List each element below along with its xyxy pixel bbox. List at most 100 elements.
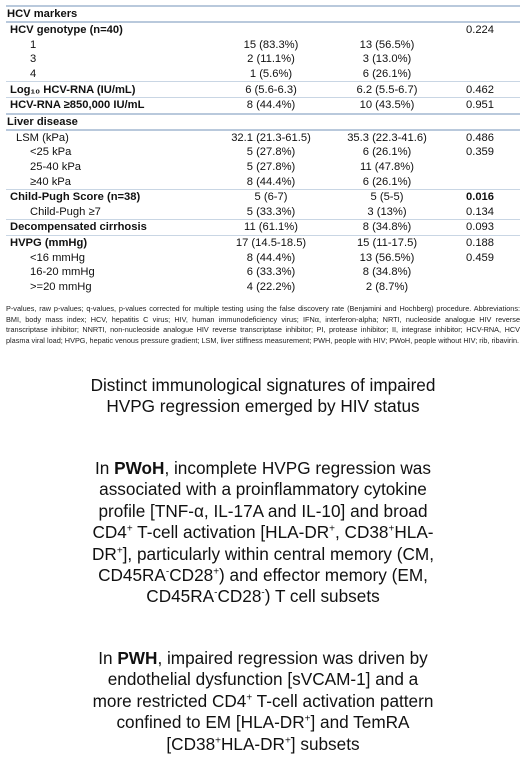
text: - [261, 587, 265, 599]
text: ] and TemRA [CD38 [166, 712, 410, 754]
text: , impaired regression was driven by endo… [92, 648, 428, 711]
cell: 3 (13%) [367, 205, 407, 218]
row-label: HCV-RNA ≥850,000 IU/mL [6, 96, 216, 114]
row-label: Liver disease [6, 112, 520, 131]
table-row: Decompensated cirrhosis 11 (61.1%) 8 (34.8… [6, 219, 520, 236]
text: ) T cell subsets [264, 586, 380, 607]
p-value: 0.359 [466, 146, 494, 159]
p-value: 0.093 [448, 219, 520, 236]
row-label: Child-Pugh Score (n=38) [6, 188, 216, 205]
text: Distinct immunological signatures of imp… [90, 375, 436, 417]
paragraph: Distinct immunological signatures of imp… [0, 375, 526, 418]
cell: 8 (44.4%) [246, 175, 296, 188]
text: T-cell activation [HLA-DR [132, 522, 330, 543]
row-label: Log₁₀ HCV-RNA (IU/mL) [6, 81, 216, 98]
table-row: HCV genotype (n=40) 0.224 [6, 22, 520, 38]
cell: 6 (33.3%) [246, 266, 296, 279]
p-value: 0.016 [448, 188, 520, 205]
row-label: LSM (kPa) [16, 131, 69, 144]
row-label: >=20 mmHg [30, 280, 92, 293]
row-label: Decompensated cirrhosis [6, 219, 216, 236]
row-label: 3 [30, 53, 37, 66]
p-value: 0.462 [448, 81, 520, 98]
paragraph: In PWH, impaired regression was driven b… [0, 648, 526, 755]
text: ], particularly within central memory (C… [98, 543, 435, 586]
cell: 4 (22.2%) [246, 280, 296, 293]
footnote: P-values, raw p-values; q-values, p-valu… [6, 304, 520, 345]
table-row: HCV markers [6, 5, 520, 23]
cell: 13 (56.5%) [359, 251, 415, 264]
table-row: Liver disease [6, 112, 520, 131]
paragraph: In PWoH, incomplete HVPG regression was … [0, 458, 526, 608]
cell: 8 (44.4%) [246, 251, 296, 264]
p-value: 0.459 [466, 251, 494, 264]
table-row: LSM (kPa) 32.1 (21.3-61.5) 35.3 (22.3-41.6… [6, 130, 520, 146]
cell: 6 (5.6-6.3) [216, 81, 326, 98]
data-table: HCV markers HCV genotype (n=40) 0.224 1 15 (… [6, 5, 520, 294]
cell: 5 (33.3%) [246, 205, 296, 218]
table-row: Log₁₀ HCV-RNA (IU/mL) 6 (5.6-6.3) 6.2 (5.5… [6, 81, 520, 98]
table-row: 1 15 (83.3%) 13 (56.5%) [6, 38, 520, 53]
cell: 17 (14.5-18.5) [216, 234, 326, 251]
p-value [448, 265, 520, 280]
text: ] subsets [290, 733, 360, 754]
text: - [165, 566, 170, 578]
p-value: 0.224 [466, 24, 494, 37]
row-label: HCV markers [6, 5, 520, 23]
table-row: <25 kPa 5 (27.8%) 6 (26.1%) 0.359 [6, 145, 520, 160]
cell: 8 (44.4%) [216, 96, 326, 114]
p-value: 0.951 [448, 96, 520, 114]
p-value [448, 280, 520, 295]
text: , CD38 [335, 522, 389, 543]
cell: 35.3 (22.3-41.6) [347, 131, 427, 144]
cell: 5 (27.8%) [246, 146, 296, 159]
cell: 15 (83.3%) [243, 38, 299, 51]
text: + [213, 566, 220, 578]
cell: 6 (26.1%) [362, 175, 412, 188]
cell: 1 (5.6%) [249, 68, 293, 81]
p-value [448, 52, 520, 67]
cell [326, 22, 448, 38]
p-value: 0.188 [448, 234, 520, 251]
cell: 5 (6-7) [216, 188, 326, 205]
row-label: HCV genotype (n=40) [10, 24, 123, 37]
text: CD28 [217, 586, 262, 607]
row-label: <16 mmHg [30, 251, 86, 264]
cell: 3 (13.0%) [362, 53, 412, 66]
text: - [214, 587, 218, 599]
text: In [95, 458, 115, 478]
cell: 13 (56.5%) [359, 38, 415, 51]
text: + [329, 523, 335, 535]
cell: 15 (11-17.5) [326, 234, 448, 251]
cell: 6 (26.1%) [362, 68, 412, 81]
cell [216, 22, 326, 38]
cell: 11 (61.1%) [216, 219, 326, 236]
row-label: 16-20 mmHg [30, 266, 95, 279]
text: PWoH [114, 458, 165, 478]
table-row: 4 1 (5.6%) 6 (26.1%) [6, 67, 520, 82]
cell: 6 (26.1%) [362, 146, 412, 159]
row-label: HVPG (mmHg) [6, 234, 216, 251]
text: + [215, 734, 221, 746]
table-row: Child-Pugh ≥7 5 (33.3%) 3 (13%) 0.134 [6, 205, 520, 220]
cell: 8 (34.8%) [362, 266, 412, 279]
cell: 2 (8.7%) [365, 280, 409, 293]
text: In [98, 648, 118, 668]
text: + [126, 523, 133, 535]
text: ) and effector memory (EM, CD45RA [146, 565, 428, 607]
row-label: <25 kPa [30, 146, 72, 159]
text: + [246, 692, 253, 704]
text: T-cell activation pattern confined to EM… [116, 690, 434, 733]
table-row: 16-20 mmHg 6 (33.3%) 8 (34.8%) [6, 265, 520, 280]
text: HLA-DR [91, 522, 434, 564]
text: + [388, 523, 395, 535]
table-row: Child-Pugh Score (n=38) 5 (6-7) 5 (5-5) 0.0… [6, 188, 520, 205]
text: + [116, 544, 123, 556]
text: + [284, 734, 291, 746]
text: HLA-DR [220, 733, 285, 754]
text: + [304, 713, 311, 725]
cell: 5 (27.8%) [246, 161, 296, 174]
p-value [448, 67, 520, 82]
cell: 6.2 (5.5-6.7) [326, 81, 448, 98]
